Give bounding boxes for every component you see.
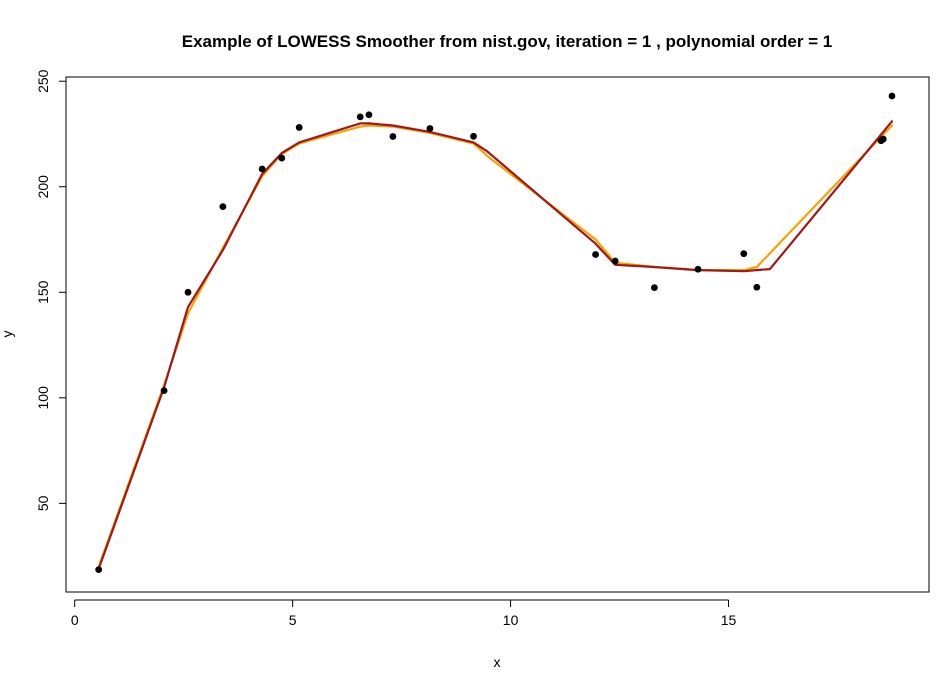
- x-tick-label: 15: [721, 612, 737, 628]
- data-point: [278, 154, 286, 162]
- data-point: [258, 165, 266, 173]
- x-tick-label: 5: [289, 612, 297, 628]
- plot-frame: [65, 76, 930, 593]
- y-tick-label: 250: [35, 69, 51, 93]
- data-point: [470, 132, 477, 140]
- data-point: [740, 250, 748, 258]
- y-tick-label: 200: [35, 175, 51, 199]
- y-axis: 50 100 150 200 250: [35, 69, 67, 511]
- data-points: [95, 92, 896, 574]
- data-point: [694, 265, 702, 273]
- data-point: [219, 203, 227, 210]
- x-tick-label: 0: [71, 612, 79, 628]
- data-point: [753, 283, 761, 291]
- data-point: [295, 124, 303, 131]
- y-tick-label: 50: [35, 495, 51, 511]
- y-tick-label: 100: [35, 386, 51, 410]
- y-axis-label: y: [0, 331, 15, 338]
- data-point: [184, 288, 192, 296]
- data-point: [95, 566, 103, 574]
- data-point: [651, 284, 658, 292]
- smoother-line-2: [97, 120, 894, 570]
- smoother-line-1: [97, 124, 894, 568]
- y-tick-label: 150: [35, 280, 51, 304]
- x-axis: 0 5 10 15: [71, 599, 737, 628]
- data-point: [592, 251, 599, 258]
- data-point: [389, 133, 397, 140]
- smoother-lines: [97, 120, 894, 570]
- data-point: [356, 113, 364, 121]
- data-point: [426, 125, 434, 132]
- data-point: [611, 257, 619, 265]
- data-point: [888, 92, 896, 100]
- x-axis-label: x: [494, 654, 501, 670]
- chart-title: Example of LOWESS Smoother from nist.gov…: [182, 32, 833, 51]
- data-point: [365, 111, 373, 119]
- data-point: [160, 387, 168, 395]
- data-point: [879, 135, 887, 143]
- x-tick-label: 10: [503, 612, 519, 628]
